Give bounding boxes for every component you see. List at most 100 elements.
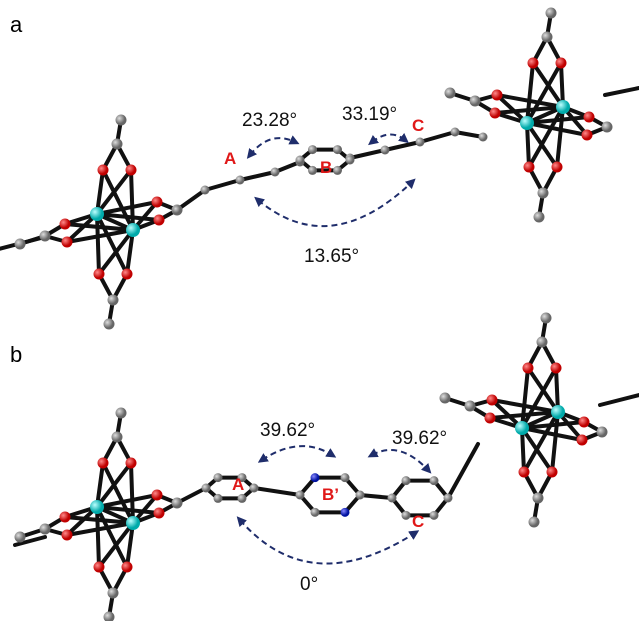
atom xyxy=(152,197,163,208)
angle-label: 39.62° xyxy=(392,428,447,449)
atom xyxy=(529,517,540,528)
atom xyxy=(15,239,26,250)
atom xyxy=(533,493,544,504)
angle-arrow xyxy=(372,134,405,142)
angle-arrow xyxy=(258,182,412,226)
atom xyxy=(515,421,529,435)
atom xyxy=(577,435,588,446)
figure: a A B C 23.28° 33.19° 13.65° b A B’ C 39… xyxy=(0,0,639,621)
atom xyxy=(490,108,501,119)
ring-label: B’ xyxy=(322,485,339,504)
bond xyxy=(97,214,99,274)
bond xyxy=(131,170,133,230)
panel-label: b xyxy=(10,342,22,367)
atom xyxy=(537,337,548,348)
angle-label: 33.19° xyxy=(342,104,397,125)
ring-label: C xyxy=(412,116,424,135)
atom xyxy=(519,467,530,478)
panel-label: a xyxy=(10,12,23,37)
bond xyxy=(385,142,420,150)
atom xyxy=(60,219,71,230)
atom xyxy=(551,363,562,374)
atom xyxy=(98,165,109,176)
atom xyxy=(104,319,115,330)
atom xyxy=(296,156,305,165)
atom xyxy=(116,115,127,126)
atom xyxy=(356,491,365,500)
atom xyxy=(388,494,397,503)
atom xyxy=(311,508,320,517)
atom xyxy=(90,207,104,221)
atom xyxy=(430,476,439,485)
atom xyxy=(154,215,165,226)
atom xyxy=(116,408,127,419)
bond xyxy=(350,150,385,158)
bond xyxy=(420,132,455,142)
atom xyxy=(108,588,119,599)
atom xyxy=(122,562,133,573)
atom xyxy=(126,458,137,469)
atom xyxy=(90,500,104,514)
atom xyxy=(271,168,280,177)
atom xyxy=(311,473,320,482)
atom xyxy=(538,188,549,199)
atom xyxy=(214,473,223,482)
atom xyxy=(40,524,51,535)
angle-label: 0° xyxy=(300,574,318,595)
atom xyxy=(402,511,411,520)
atom xyxy=(528,58,539,69)
angle-arrow xyxy=(240,520,415,564)
atom xyxy=(126,165,137,176)
atom xyxy=(341,508,350,517)
angle-arrow xyxy=(372,450,428,470)
atom xyxy=(487,395,498,406)
atom xyxy=(534,212,545,223)
atom xyxy=(444,494,453,503)
atom xyxy=(172,498,183,509)
angle-label: 13.65° xyxy=(304,246,359,267)
bond xyxy=(240,172,275,180)
atom xyxy=(381,146,390,155)
atom xyxy=(40,231,51,242)
molecule-structure xyxy=(0,8,639,621)
atom xyxy=(62,530,73,541)
atom xyxy=(122,269,133,280)
atom xyxy=(584,112,595,123)
atom xyxy=(173,206,182,215)
bond xyxy=(605,88,639,95)
bond xyxy=(131,463,133,523)
atom xyxy=(98,458,109,469)
ring-label: B xyxy=(320,158,332,177)
atom xyxy=(520,116,534,130)
atom xyxy=(542,32,553,43)
atom xyxy=(523,363,534,374)
bond xyxy=(600,395,639,405)
atom xyxy=(430,511,439,520)
atom xyxy=(479,133,488,142)
atom xyxy=(341,473,350,482)
ring-label: A xyxy=(224,149,236,168)
atom xyxy=(546,8,557,19)
atom xyxy=(152,490,163,501)
bond xyxy=(254,488,300,495)
atom xyxy=(541,313,552,324)
atom xyxy=(402,476,411,485)
atom xyxy=(15,532,26,543)
atom xyxy=(126,516,140,530)
atom xyxy=(94,269,105,280)
bond xyxy=(205,180,240,190)
atom xyxy=(104,612,115,621)
atom xyxy=(62,237,73,248)
bond xyxy=(97,507,99,567)
atom xyxy=(579,417,590,428)
atom xyxy=(296,491,305,500)
angle-label: 39.62° xyxy=(260,420,315,441)
atom xyxy=(547,467,558,478)
atom xyxy=(582,130,593,141)
atom xyxy=(445,88,456,99)
angle-arrow xyxy=(250,138,295,155)
atom xyxy=(451,128,460,137)
atom xyxy=(308,145,317,154)
atom xyxy=(108,295,119,306)
atom xyxy=(126,223,140,237)
